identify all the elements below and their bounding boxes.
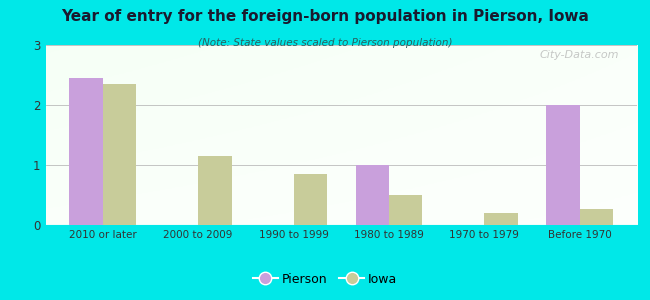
Bar [103, 84, 136, 225]
Bar [356, 165, 389, 225]
Bar [294, 174, 327, 225]
Bar [484, 213, 518, 225]
Text: (Note: State values scaled to Pierson population): (Note: State values scaled to Pierson po… [198, 38, 452, 47]
Bar [198, 156, 231, 225]
Text: City-Data.com: City-Data.com [540, 50, 619, 60]
Bar [547, 105, 580, 225]
Text: Year of entry for the foreign-born population in Pierson, Iowa: Year of entry for the foreign-born popul… [61, 9, 589, 24]
Bar [580, 209, 613, 225]
Bar [389, 195, 422, 225]
Legend: Pierson, Iowa: Pierson, Iowa [248, 268, 402, 291]
Bar [70, 78, 103, 225]
